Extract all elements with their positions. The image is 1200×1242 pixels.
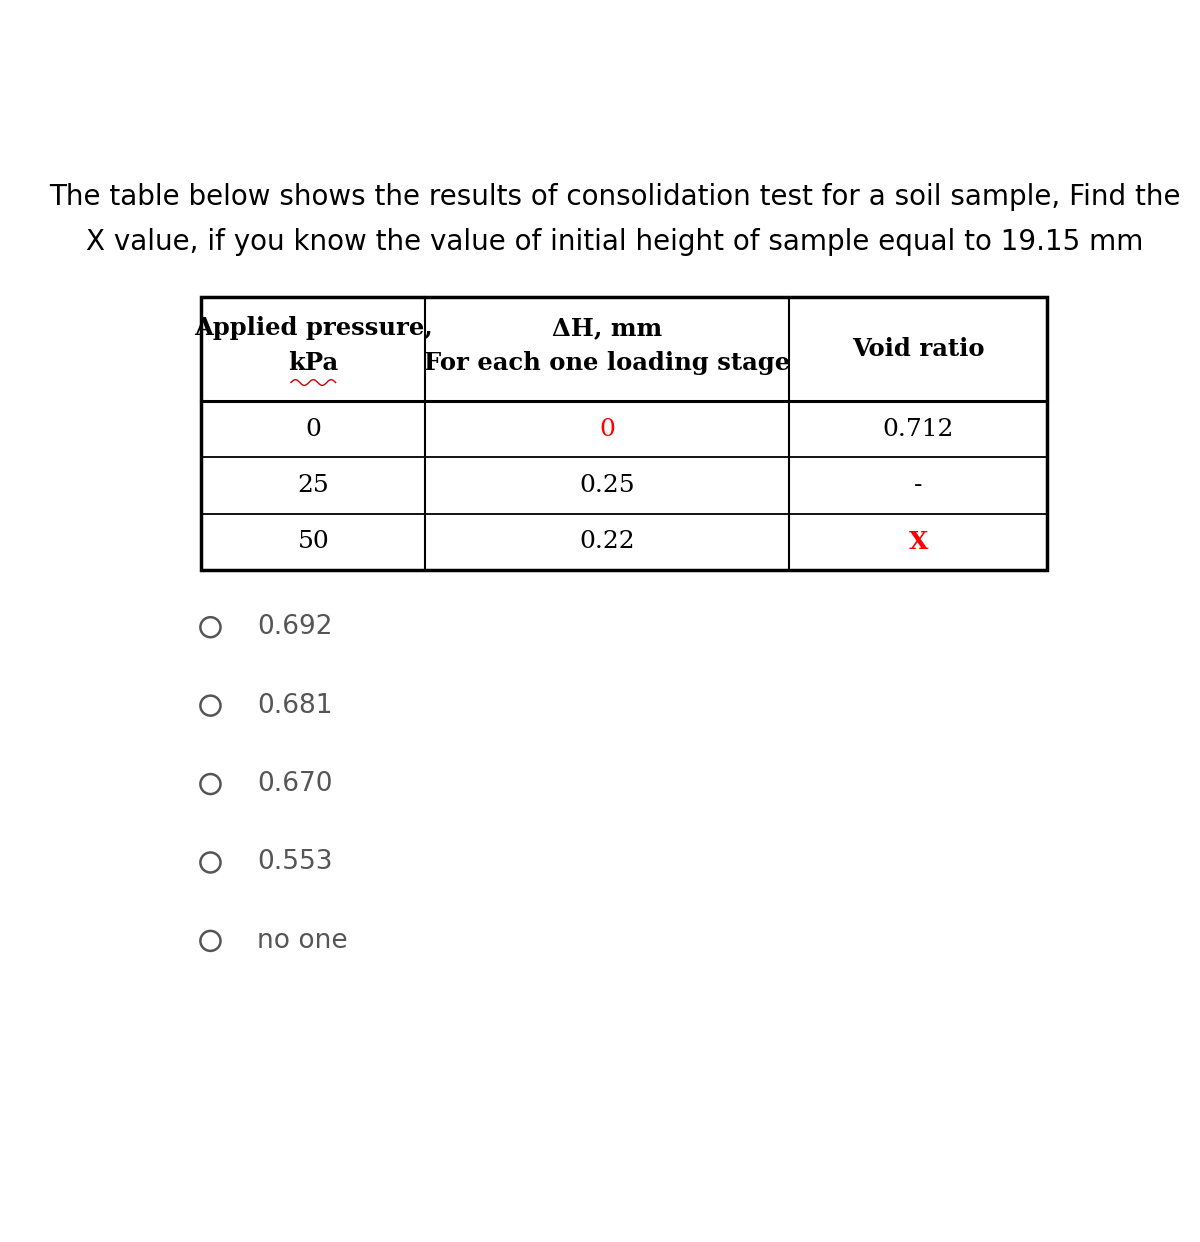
Text: 0.25: 0.25 (580, 474, 635, 497)
Text: 0.553: 0.553 (257, 850, 332, 876)
Text: X value, if you know the value of initial height of sample equal to 19.15 mm: X value, if you know the value of initia… (86, 229, 1144, 256)
Bar (202, 297, 1048, 570)
Text: kPa: kPa (288, 351, 338, 375)
Text: 50: 50 (298, 530, 329, 553)
Text: 0: 0 (600, 417, 616, 441)
Text: 0.712: 0.712 (883, 417, 954, 441)
Text: -: - (914, 474, 923, 497)
Text: For each one loading stage: For each one loading stage (425, 351, 791, 375)
Text: The table below shows the results of consolidation test for a soil sample, Find : The table below shows the results of con… (49, 183, 1181, 210)
Text: 25: 25 (298, 474, 329, 497)
Text: 0: 0 (305, 417, 322, 441)
Text: 0.681: 0.681 (257, 693, 332, 719)
Text: X: X (908, 530, 928, 554)
Text: 0.692: 0.692 (257, 615, 332, 640)
Text: 0.22: 0.22 (580, 530, 635, 553)
Text: no one: no one (257, 928, 348, 954)
Text: ΔH, mm: ΔH, mm (552, 315, 662, 340)
Text: Applied pressure,: Applied pressure, (194, 315, 433, 340)
Text: Void ratio: Void ratio (852, 337, 985, 361)
Text: 0.670: 0.670 (257, 771, 332, 797)
